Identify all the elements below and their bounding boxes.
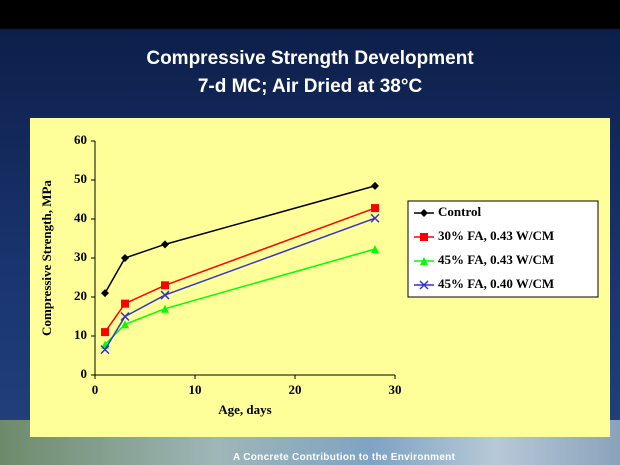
x-axis-title: Age, days [218, 402, 271, 417]
y-tick-label: 30 [74, 249, 87, 264]
data-point [101, 328, 109, 336]
legend-label: Control [438, 204, 481, 219]
slide: Compressive Strength Development 7-d MC;… [0, 0, 620, 465]
x-tick-label: 20 [289, 382, 302, 397]
y-tick-label: 0 [81, 366, 88, 381]
x-tick-label: 30 [389, 382, 402, 397]
data-point [121, 300, 129, 308]
y-tick-label: 40 [74, 210, 87, 225]
legend-label: 30% FA, 0.43 W/CM [438, 228, 554, 243]
x-tick-label: 10 [189, 382, 202, 397]
y-tick-label: 60 [74, 132, 87, 147]
y-tick-label: 10 [74, 327, 87, 342]
legend-marker [420, 233, 428, 241]
data-point [371, 204, 379, 212]
y-tick-label: 20 [74, 288, 87, 303]
x-tick-label: 0 [92, 382, 99, 397]
y-axis-title: Compressive Strength, MPa [39, 180, 54, 336]
legend-label: 45% FA, 0.40 W/CM [438, 276, 554, 291]
data-point [161, 281, 169, 289]
chart: 01020304050600102030Age, daysCompressive… [0, 0, 620, 465]
legend-label: 45% FA, 0.43 W/CM [438, 252, 554, 267]
y-tick-label: 50 [74, 171, 87, 186]
